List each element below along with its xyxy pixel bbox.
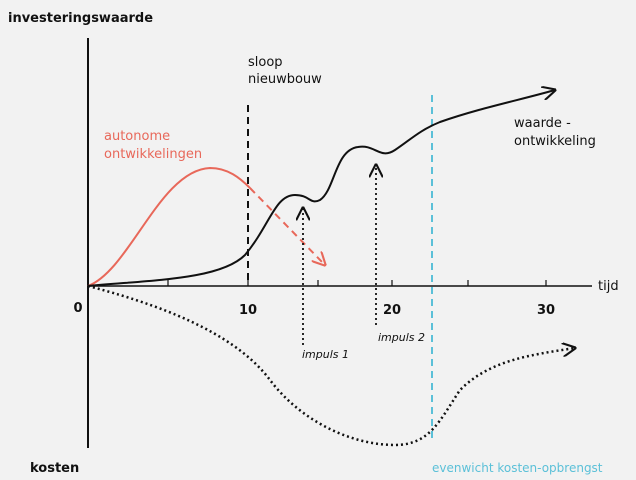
annotation: waarde - <box>514 116 571 131</box>
x-tick-label: 10 <box>239 303 257 318</box>
annotation: impuls 2 <box>378 331 425 344</box>
cost-curve <box>87 284 575 447</box>
annotation: ontwikkelingen <box>104 147 202 162</box>
x-tick-label: 0 <box>73 301 82 316</box>
x-tick-label: 20 <box>383 303 401 318</box>
value-curve <box>87 90 555 287</box>
annotation: nieuwbouw <box>248 72 322 87</box>
autonomous-decline <box>249 187 325 265</box>
annotation: sloop <box>248 55 283 70</box>
y-axis-top-label: investeringswaarde <box>8 11 153 26</box>
y-axis-bottom-label: kosten <box>30 461 79 476</box>
annotation: evenwicht kosten-opbrengst <box>432 461 603 475</box>
x-axis-label: tijd <box>598 279 619 294</box>
annotation: ontwikkeling <box>514 134 596 149</box>
annotation: autonome <box>104 129 170 144</box>
autonomous-curve <box>87 166 251 287</box>
ticks <box>167 280 547 286</box>
x-tick-label: 30 <box>537 303 555 318</box>
annotation: impuls 1 <box>302 348 349 361</box>
